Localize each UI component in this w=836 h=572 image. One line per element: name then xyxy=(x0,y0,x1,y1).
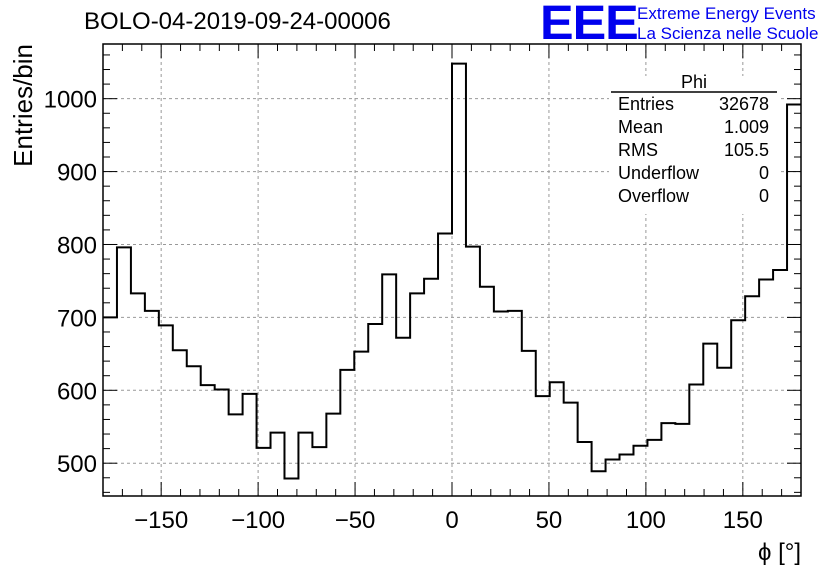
x-tick-label: 50 xyxy=(536,507,563,534)
histogram-bin xyxy=(787,105,801,496)
stats-value: 32678 xyxy=(719,94,769,114)
y-axis-label: Entries/bin xyxy=(8,44,38,167)
histogram-bin xyxy=(396,338,410,496)
histogram-bin xyxy=(620,454,634,496)
eee-logo: EEE xyxy=(540,0,639,50)
histogram-bin xyxy=(536,396,550,496)
y-tick-label: 700 xyxy=(57,305,97,332)
stats-value: 0 xyxy=(759,186,769,206)
stats-label: Mean xyxy=(618,117,663,137)
histogram-bin xyxy=(550,382,564,496)
histogram-bin xyxy=(103,317,117,496)
histogram-bin xyxy=(145,311,159,496)
histogram-bins xyxy=(103,62,801,496)
histogram-bin xyxy=(606,460,620,496)
histogram-bin xyxy=(271,433,285,496)
histogram-bin xyxy=(578,442,592,496)
histogram-bin xyxy=(340,370,354,496)
histogram-outline xyxy=(103,62,801,480)
x-tick-label: 150 xyxy=(723,507,763,534)
histogram-bin xyxy=(661,423,675,496)
histogram-bin xyxy=(592,471,606,496)
stats-label: Overflow xyxy=(618,186,690,206)
stats-box-title: Phi xyxy=(681,72,707,92)
histogram-bin xyxy=(703,344,717,496)
x-tick-label: −150 xyxy=(134,507,188,534)
y-tick-label: 800 xyxy=(57,232,97,259)
histogram-bin xyxy=(173,350,187,496)
histogram-bin xyxy=(243,394,257,496)
histogram-bin xyxy=(508,311,522,496)
histogram-bin xyxy=(689,384,703,496)
y-tick-label: 600 xyxy=(57,378,97,405)
plot-frame xyxy=(102,43,802,497)
histogram-bin xyxy=(354,352,368,496)
histogram-bin xyxy=(312,447,326,496)
histogram-bin xyxy=(326,414,340,496)
stats-box: Phi Entries 32678 Mean 1.009 RMS 105.5 Underfl… xyxy=(609,72,778,214)
histogram-bin xyxy=(187,366,201,496)
x-tick-label: 0 xyxy=(445,507,458,534)
histogram-bin xyxy=(522,351,536,496)
histogram-bin xyxy=(480,287,494,496)
x-tick-label: −50 xyxy=(335,507,376,534)
histogram-bin xyxy=(717,368,731,496)
histogram-bin xyxy=(773,270,787,496)
histogram-bin xyxy=(494,312,508,496)
histogram-bin xyxy=(284,479,298,496)
stats-value: 1.009 xyxy=(724,117,769,137)
histogram-bin xyxy=(452,64,466,496)
chart-title: BOLO-04-2019-09-24-00006 xyxy=(84,8,391,35)
histogram-bin xyxy=(229,414,243,496)
histogram-bin xyxy=(257,448,271,496)
stats-label: Entries xyxy=(618,94,674,114)
axis-ticks xyxy=(102,44,802,496)
stats-label: RMS xyxy=(618,140,658,160)
org-name-line1: Extreme Energy Events xyxy=(637,4,816,23)
stats-label: Underflow xyxy=(618,163,700,183)
org-name-line2: La Scienza nelle Scuole xyxy=(637,24,819,43)
histogram-bin xyxy=(731,320,745,496)
histogram-bin xyxy=(647,440,661,496)
histogram-bin xyxy=(759,279,773,496)
histogram-bin xyxy=(201,385,215,496)
histogram-bin xyxy=(675,424,689,496)
stats-value: 105.5 xyxy=(724,140,769,160)
histogram-bin xyxy=(466,247,480,496)
histogram-bin xyxy=(159,325,173,496)
x-tick-label: −100 xyxy=(231,507,285,534)
y-tick-label: 500 xyxy=(57,451,97,478)
x-tick-label: 100 xyxy=(626,507,666,534)
histogram-bin xyxy=(745,296,759,496)
y-tick-label: 1000 xyxy=(44,87,97,114)
histogram-bin xyxy=(633,446,647,496)
histogram-bin xyxy=(438,234,452,496)
histogram-bin xyxy=(117,247,131,496)
stats-value: 0 xyxy=(759,163,769,183)
x-axis-label: ϕ [°] xyxy=(758,539,801,566)
axis-tick-labels: −150 −100 −50 0 50 100 150 500 600 700 800 900 1000 xyxy=(44,87,763,534)
histogram-bin xyxy=(564,403,578,496)
histogram-bin xyxy=(131,293,145,496)
y-tick-label: 900 xyxy=(57,160,97,187)
histogram-bin xyxy=(424,279,438,496)
histogram-bin xyxy=(298,433,312,496)
histogram-bin xyxy=(368,324,382,496)
histogram-bin xyxy=(382,274,396,496)
histogram-bin xyxy=(215,390,229,496)
histogram-bin xyxy=(410,293,424,496)
